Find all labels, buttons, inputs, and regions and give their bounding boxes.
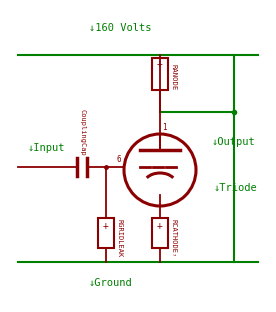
Text: ↓Input: ↓Input [28, 143, 65, 153]
Bar [152, 58, 168, 90]
Text: RCATHODE₇: RCATHODE₇ [170, 219, 176, 257]
Text: ↓Triode: ↓Triode [214, 183, 258, 193]
Text: CouplingCap: CouplingCap [79, 109, 85, 156]
Text: ↓Ground: ↓Ground [88, 278, 132, 288]
Text: 1: 1 [162, 123, 167, 132]
Bar [152, 218, 168, 248]
Text: ↓Output: ↓Output [212, 137, 256, 147]
Text: ↓160 Volts: ↓160 Volts [89, 23, 151, 33]
Text: +: + [157, 59, 163, 69]
Bar [98, 218, 114, 248]
Text: +: + [157, 221, 163, 231]
Text: +: + [103, 221, 109, 231]
Text: RANODE: RANODE [170, 64, 176, 90]
Text: RGRIDLEAK: RGRIDLEAK [116, 219, 122, 257]
Text: 6: 6 [116, 155, 121, 164]
